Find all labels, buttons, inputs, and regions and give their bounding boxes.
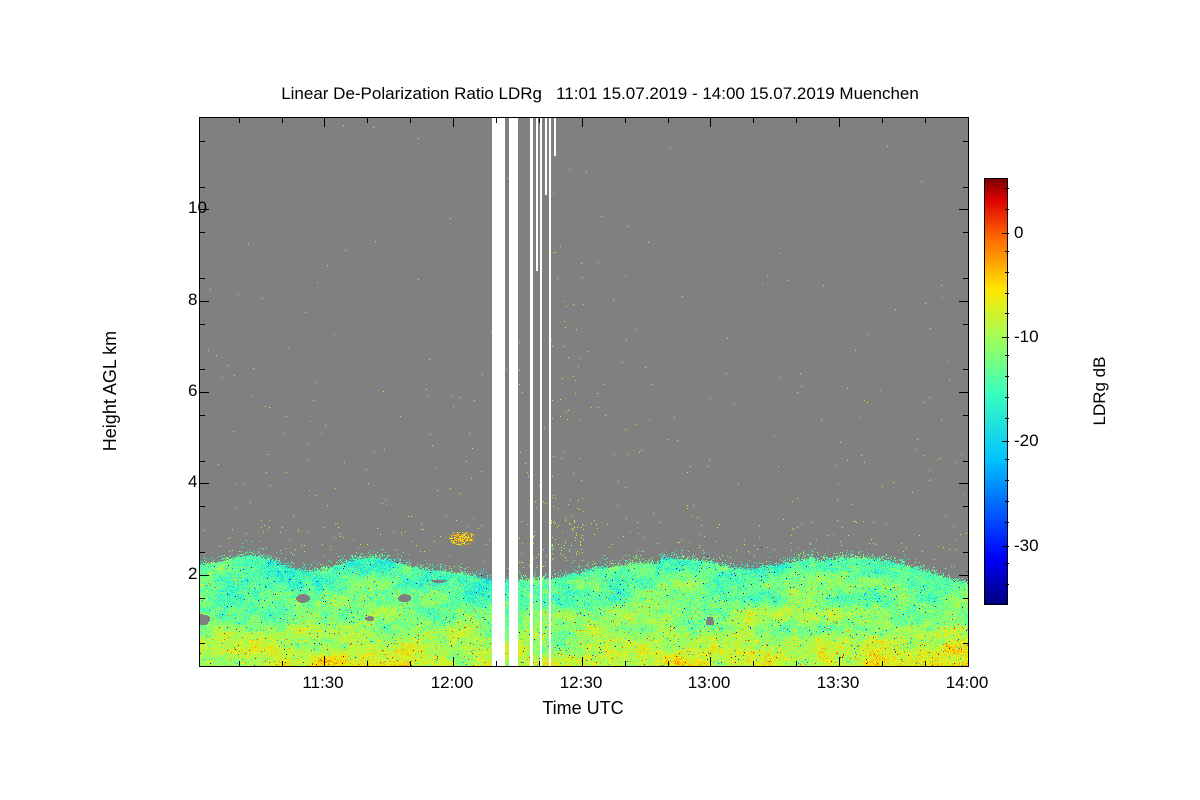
y-tick-label: 10 — [188, 198, 207, 217]
x-axis-title: Time UTC — [542, 698, 624, 718]
colorbar-tick-label: -20 — [1014, 431, 1039, 450]
colorbar-tick-label: 0 — [1014, 223, 1024, 242]
colorbar-gradient — [984, 178, 1008, 605]
x-tick-label: 13:30 — [816, 673, 860, 692]
x-tick-label: 13:00 — [687, 673, 731, 692]
x-tick-label: 11:30 — [302, 673, 344, 692]
y-tick-label: 4 — [188, 472, 198, 491]
heatmap-plot-area[interactable] — [199, 117, 969, 667]
colorbar[interactable] — [984, 178, 1009, 605]
colorbar-tick-label: -30 — [1014, 536, 1039, 555]
colorbar-tick-label: -10 — [1014, 327, 1039, 346]
x-tick-major — [968, 657, 969, 666]
y-axis-title: Height AGL km — [100, 330, 120, 452]
y-tick-label: 2 — [188, 564, 198, 583]
x-tick-label: 12:00 — [430, 673, 474, 692]
y-tick-label: 8 — [188, 290, 198, 309]
y-tick-label: 6 — [188, 381, 198, 400]
colorbar-title: LDRg dB — [1090, 356, 1109, 426]
plot-title: Linear De-Polarization Ratio LDRg 11:01 … — [281, 84, 919, 103]
ldr-heatmap-canvas — [200, 118, 968, 666]
x-tick-major — [968, 118, 969, 127]
x-tick-label: 14:00 — [945, 673, 989, 692]
x-tick-label: 12:30 — [559, 673, 603, 692]
